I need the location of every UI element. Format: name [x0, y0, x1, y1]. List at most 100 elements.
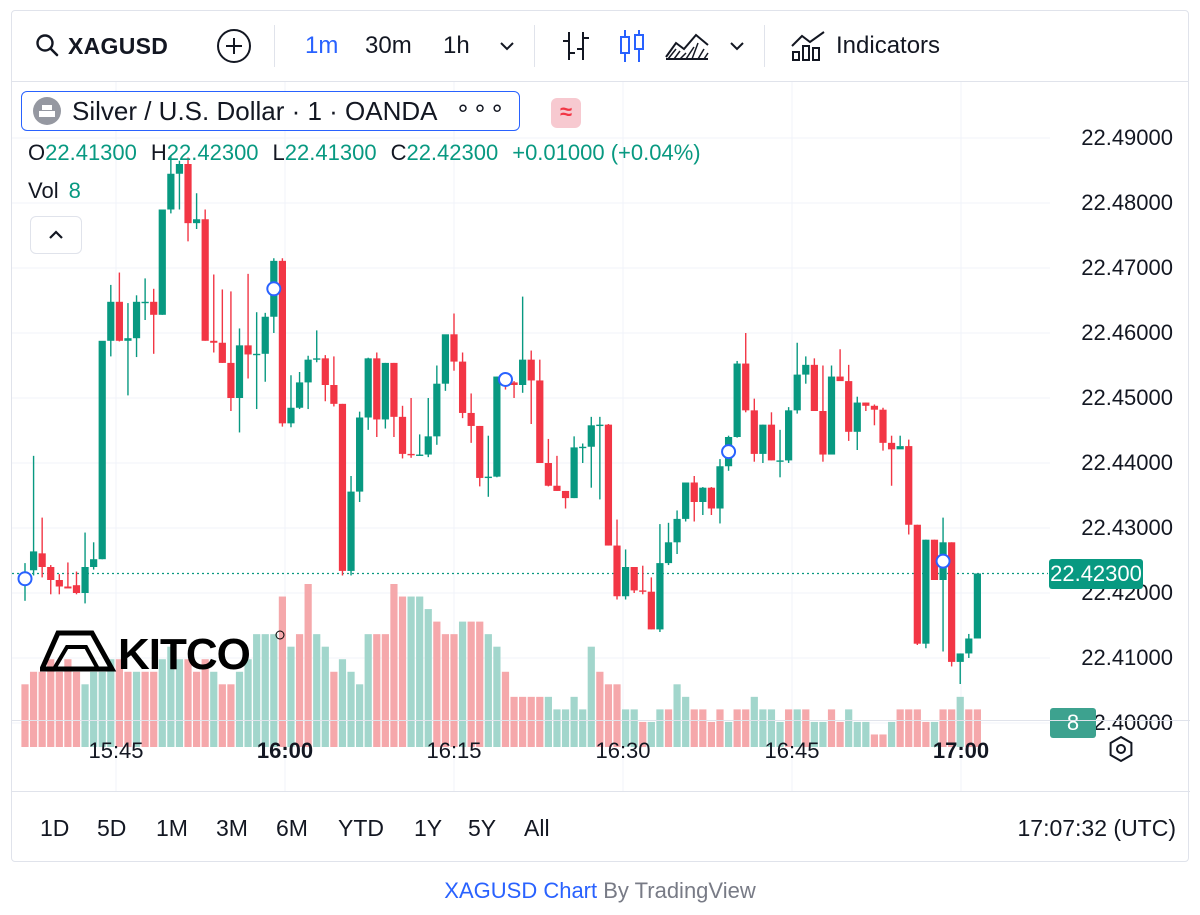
settings-hexagon-icon — [1109, 735, 1133, 763]
symbol-search[interactable]: XAGUSD — [34, 11, 168, 81]
volume-bar — [690, 709, 698, 747]
interval-dropdown[interactable] — [497, 11, 517, 81]
volume-bar — [416, 596, 424, 747]
range-button-1m[interactable]: 1M — [156, 815, 188, 841]
candle-body — [64, 586, 72, 589]
price-chart[interactable] — [12, 82, 1190, 791]
chart-settings-button[interactable] — [1105, 733, 1137, 765]
volume-bar — [64, 659, 72, 747]
volume-bar — [759, 709, 767, 747]
price-axis[interactable]: 22.49000 22.48000 22.47000 22.46000 22.45000… — [1050, 82, 1190, 791]
candle-body — [235, 345, 244, 398]
candle-body — [158, 209, 166, 315]
chart-widget: XAGUSD 1m 30m 1h Indicators — [11, 10, 1190, 864]
volume-bar — [973, 709, 981, 747]
event-marker — [721, 444, 737, 460]
candle-body — [570, 447, 578, 499]
candle-body — [390, 362, 398, 417]
volume-bar — [433, 621, 441, 747]
more-options-icon[interactable]: ∘∘∘ — [455, 94, 507, 122]
volume-bar — [493, 646, 501, 747]
symbol-chart-link[interactable]: XAGUSD Chart — [444, 878, 598, 903]
candle-body — [896, 446, 904, 450]
volume-bar — [836, 721, 844, 747]
volume-bar — [227, 684, 235, 747]
indicators-button[interactable]: Indicators — [790, 11, 940, 81]
volume-bar — [158, 659, 166, 747]
time-tick-label: 15:45 — [88, 738, 144, 763]
candle-body — [313, 358, 321, 360]
attribution-footer: XAGUSD Chart By TradingView — [0, 878, 1200, 904]
candle-body — [519, 359, 527, 385]
candle-body — [244, 345, 252, 355]
candle-body — [227, 362, 235, 398]
time-axis[interactable]: 15:45 16:00 16:15 16:30 16:45 17:00 — [12, 720, 1190, 801]
candle-body — [347, 491, 355, 571]
candle-body — [72, 585, 81, 593]
range-button-1d[interactable]: 1D — [40, 815, 70, 841]
volume-bar — [682, 696, 690, 747]
kitco-logo: KITCO — [38, 630, 285, 679]
chart-pane[interactable]: KITCO Silver / U.S. Dollar · 1 · OANDA ∘… — [12, 82, 1190, 791]
volume-bar — [819, 721, 827, 747]
volume-bar — [793, 709, 801, 747]
candle-body — [364, 358, 372, 418]
candle-body — [622, 567, 630, 597]
candle-body — [433, 383, 441, 437]
interval-1h[interactable]: 1h — [443, 11, 470, 81]
volume-bar — [98, 671, 106, 747]
candle-body — [38, 553, 46, 567]
range-button-ytd[interactable]: YTD — [338, 815, 384, 841]
range-button-5y[interactable]: 5Y — [468, 815, 497, 841]
symbol-name: XAGUSD — [68, 32, 169, 59]
candle-body — [55, 580, 63, 587]
volume-bar — [561, 709, 570, 747]
candle-body — [862, 402, 870, 406]
utc-clock[interactable]: 17:07:32 (UTC) — [1017, 815, 1176, 841]
range-button-all[interactable]: All — [524, 815, 550, 841]
volume-bar — [587, 646, 595, 747]
interval-30m-label: 30m — [365, 32, 412, 59]
volume-bar — [810, 721, 818, 747]
range-button-3m[interactable]: 3M — [216, 815, 248, 841]
candle-body — [819, 411, 827, 455]
compare-plus-icon — [217, 29, 251, 63]
volume-bar — [750, 696, 758, 747]
compare-button[interactable] — [215, 11, 253, 81]
volume-bar — [244, 659, 252, 747]
candle-body — [115, 301, 123, 341]
change-value: +0.01000 (+0.04%) — [512, 140, 701, 165]
area-chart-button[interactable] — [664, 11, 710, 81]
range-button-5d[interactable]: 5D — [97, 815, 127, 841]
volume-bar — [193, 671, 201, 747]
candle-body — [47, 567, 55, 580]
volume-bar — [313, 634, 321, 747]
time-tick-label: 16:00 — [256, 738, 314, 763]
candle-body — [381, 362, 389, 420]
price-tick-label: 22.46000 — [1081, 320, 1173, 345]
range-button-1y[interactable]: 1Y — [414, 815, 443, 841]
candle-body — [870, 405, 879, 410]
range-button-6m[interactable]: 6M — [276, 815, 308, 841]
collapse-legend-button[interactable] — [30, 216, 82, 254]
date-range-bar: 17:07:32 (UTC) 1D 5D 1M 3M 6M YTD 1Y 5Y All — [12, 791, 1190, 864]
candle-body — [905, 446, 913, 525]
time-tick-label: 16:15 — [426, 738, 482, 763]
volume-bar — [38, 671, 46, 747]
volume-bar — [510, 696, 518, 747]
bar-chart-button[interactable] — [560, 11, 592, 81]
candle-body — [759, 424, 767, 454]
open-value: 22.41300 — [45, 140, 137, 165]
candle-body — [458, 361, 467, 413]
symbol-legend[interactable]: Silver / U.S. Dollar · 1 · OANDA ∘∘∘ — [21, 91, 520, 131]
interval-1m[interactable]: 1m — [305, 11, 338, 81]
toolbar-divider — [274, 25, 275, 67]
volume-bar — [870, 734, 879, 747]
approx-badge[interactable]: ≈ — [551, 98, 581, 128]
interval-30m[interactable]: 30m — [365, 11, 412, 81]
high-value: 22.42300 — [166, 140, 259, 165]
chart-type-dropdown[interactable] — [727, 11, 747, 81]
candles-button[interactable] — [616, 11, 648, 81]
volume-bar — [733, 709, 741, 747]
volume-bar — [913, 709, 921, 747]
